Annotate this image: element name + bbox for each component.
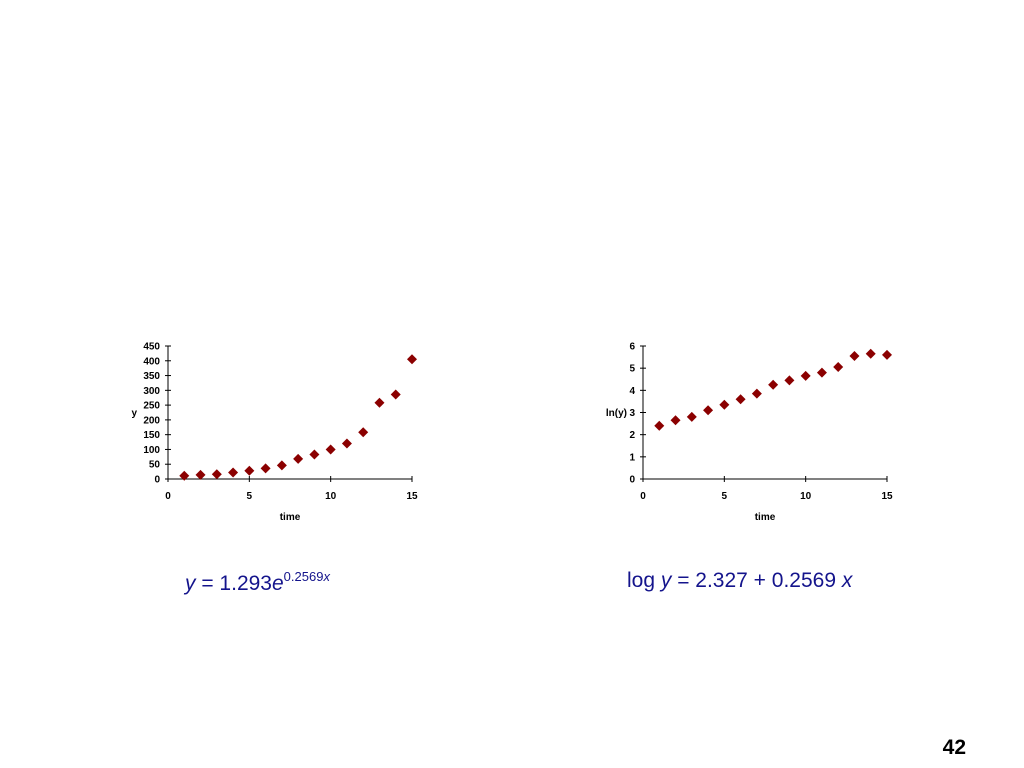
- data-point: [293, 453, 304, 464]
- data-point: [325, 444, 336, 455]
- y-tick-label: 3: [629, 408, 635, 419]
- x-tick-label: 5: [722, 491, 728, 502]
- y-tick-label: 0: [154, 475, 160, 486]
- y-tick-label: 4: [629, 386, 635, 397]
- y-axis-label: y: [131, 408, 137, 419]
- equation-exponent-var: x: [323, 569, 330, 584]
- y-tick-label: 5: [629, 364, 635, 375]
- data-point: [260, 463, 271, 474]
- y-tick-label: 100: [143, 445, 160, 456]
- data-point: [654, 420, 665, 431]
- data-point: [768, 379, 779, 390]
- data-point: [882, 349, 892, 360]
- equation-exponent: 0.2569x: [284, 569, 330, 584]
- y-tick-label: 350: [143, 371, 160, 382]
- data-point: [309, 449, 320, 460]
- x-tick-label: 15: [406, 491, 418, 502]
- equation-coefficient: = 1.293: [195, 572, 272, 595]
- y-tick-label: 200: [143, 415, 160, 426]
- data-point: [735, 394, 746, 405]
- equation-lhs-var: y: [185, 572, 196, 595]
- log-scatter-chart: 0 1 2 3 4 5 6 0 5 10 15 time ln(y): [606, 342, 893, 524]
- x-tick-label: 0: [640, 491, 646, 502]
- y-tick-label: 0: [629, 475, 635, 486]
- data-point: [670, 415, 681, 426]
- data-point: [244, 465, 255, 476]
- equation-var: x: [841, 569, 853, 592]
- y-axis-label: ln(y): [606, 408, 627, 419]
- data-point: [849, 350, 860, 361]
- data-point: [686, 411, 697, 422]
- equation-rhs: = 2.327 + 0.2569: [671, 569, 842, 592]
- data-point: [407, 354, 417, 365]
- equation-base: e: [271, 572, 284, 595]
- data-point: [374, 397, 385, 408]
- exponential-scatter-chart: 0 50 100 150 200 250 300 350 400 450 0 5 10 15 time y: [131, 342, 418, 524]
- equation-lhs-var: y: [660, 569, 672, 592]
- equation-log: log: [627, 569, 661, 592]
- y-tick-label: 450: [143, 342, 160, 353]
- data-point: [390, 389, 401, 400]
- data-point: [276, 460, 287, 471]
- x-axis-label: time: [755, 512, 776, 523]
- data-point: [816, 367, 827, 378]
- data-point: [865, 348, 876, 359]
- data-point: [703, 405, 714, 416]
- y-tick-label: 400: [143, 356, 160, 367]
- data-point: [228, 467, 239, 478]
- data-point: [358, 427, 369, 438]
- data-point: [341, 438, 352, 449]
- log-equation: log y = 2.327 + 0.2569 x: [627, 569, 852, 593]
- y-tick-label: 300: [143, 386, 160, 397]
- y-tick-label: 2: [629, 430, 635, 441]
- x-tick-label: 0: [165, 491, 171, 502]
- x-axis-label: time: [280, 512, 301, 523]
- data-point: [179, 470, 190, 481]
- y-tick-label: 1: [629, 452, 635, 463]
- data-point: [784, 375, 795, 386]
- page-number: 42: [942, 736, 966, 759]
- y-tick-label: 150: [143, 430, 160, 441]
- y-tick-label: 250: [143, 401, 160, 412]
- equation-exponent-value: 0.2569: [283, 569, 324, 584]
- exponential-equation: y = 1.293e0.2569x: [185, 569, 330, 596]
- y-tick-label: 50: [149, 460, 161, 471]
- data-point: [195, 469, 206, 480]
- x-tick-label: 5: [247, 491, 253, 502]
- data-point: [751, 388, 762, 399]
- y-tick-label: 6: [629, 342, 635, 353]
- data-point: [800, 370, 811, 381]
- x-tick-label: 15: [881, 491, 893, 502]
- data-point: [833, 362, 844, 373]
- x-tick-label: 10: [800, 491, 812, 502]
- data-point: [719, 399, 730, 410]
- data-point: [211, 469, 222, 480]
- x-tick-label: 10: [325, 491, 337, 502]
